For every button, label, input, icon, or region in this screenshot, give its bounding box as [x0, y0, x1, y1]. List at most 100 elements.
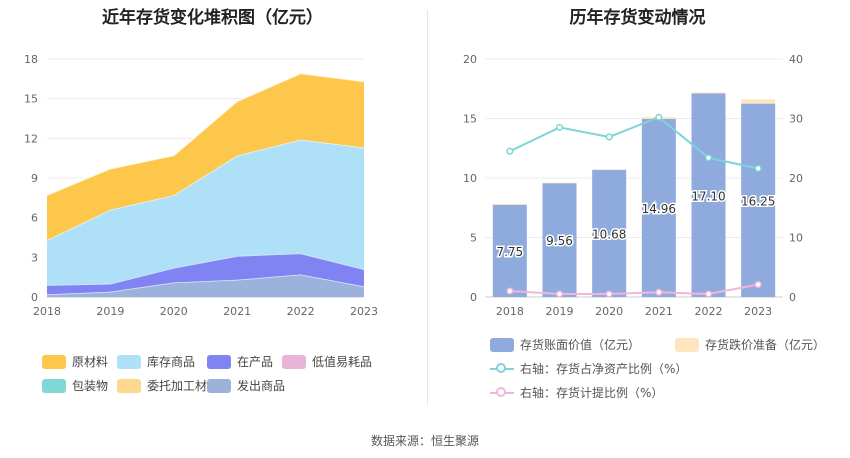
left-chart-panel: 近年存货变化堆积图（亿元） 0 3 6 9 12 15 18 2018 2019 2020 2021…	[0, 0, 425, 410]
area-1	[47, 139, 364, 286]
line-point	[506, 147, 514, 155]
right-chart-panel: 历年存货变动情况 0 5 10 15 20 0 10 20 30 40 2018 2019 2020 20…	[425, 0, 850, 410]
bar-book-value	[542, 183, 577, 297]
line-point	[555, 290, 564, 298]
legend-item[interactable]: 包装物	[42, 377, 108, 394]
y-tick-label: 12	[24, 132, 38, 145]
x-tick-label: 2021	[645, 305, 673, 318]
legend-item[interactable]: 库存商品	[117, 353, 195, 370]
legend-item[interactable]: 右轴：存货占净资产比例（%）	[490, 360, 687, 377]
x-tick-label: 2021	[223, 305, 251, 318]
x-tick-label: 2020	[160, 305, 188, 318]
y-left-tick-label: 0	[470, 291, 477, 304]
line-point	[704, 154, 713, 162]
line-point	[506, 287, 514, 295]
legend-label: 存货账面价值（亿元）	[520, 338, 641, 352]
legend-swatch	[282, 354, 306, 369]
bar-label-halo: 9.56	[546, 234, 573, 248]
legend-swatch	[42, 378, 66, 393]
y-right-tick-label: 0	[789, 291, 796, 304]
x-tick-label: 2023	[744, 305, 772, 318]
legend-item[interactable]: 在产品	[207, 353, 273, 370]
legend-swatch	[675, 337, 699, 352]
legend-label: 包装物	[72, 379, 109, 393]
legend-label: 发出商品	[237, 379, 286, 393]
legend-swatch	[207, 354, 231, 369]
legend-item[interactable]: 发出商品	[207, 377, 285, 394]
bar-impairment	[741, 99, 776, 104]
stacked-area-chart: 0 3 6 9 12 15 18 2018 2019 2020 2021 2022 2023	[24, 53, 378, 318]
line-point	[555, 123, 564, 131]
legend-label: 存货跌价准备（亿元）	[705, 338, 826, 352]
area-0	[47, 73, 364, 241]
bar-label-halo: 7.75	[496, 245, 523, 259]
bar-impairment	[592, 169, 627, 170]
line-point	[754, 164, 762, 173]
area-6	[47, 274, 364, 297]
bar-book-value	[741, 103, 776, 297]
x-tick-label: 2018	[496, 305, 524, 318]
y-left-tick-label: 15	[463, 113, 477, 126]
legend-label: 右轴：存货占净资产比例（%）	[520, 362, 688, 376]
legend-label: 原材料	[72, 355, 109, 369]
legend-item[interactable]: 存货账面价值（亿元）	[490, 336, 640, 353]
legend-item[interactable]: 存货跌价准备（亿元）	[675, 336, 825, 353]
bar-data-label: 14.96	[642, 202, 676, 216]
left-chart-title: 近年存货变化堆积图（亿元）	[102, 8, 323, 28]
inventory-bar-line-chart: 0 5 10 15 20 0 10 20 30 40 2018 2019 2020 2021 2022 202…	[463, 53, 803, 318]
legend-item[interactable]: 委托加工材料	[117, 377, 219, 394]
legend-item[interactable]: 右轴：存货计提比例（%）	[490, 384, 663, 401]
y-left-tick-label: 20	[463, 53, 477, 66]
y-tick-label: 3	[31, 251, 38, 264]
x-tick-label: 2020	[595, 305, 623, 318]
y-right-tick-label: 30	[789, 113, 803, 126]
x-tick-label: 2022	[695, 305, 723, 318]
bar-book-value	[691, 93, 726, 297]
line-point	[605, 290, 613, 298]
legend-swatch	[490, 362, 514, 376]
data-source-note: 数据来源：恒生聚源	[370, 434, 479, 448]
legend-label: 在产品	[237, 355, 274, 369]
line-point	[754, 280, 762, 289]
bar-data-label: 7.75	[496, 245, 523, 259]
y-tick-label: 6	[31, 212, 38, 225]
legend-swatch	[490, 386, 514, 400]
legend-label: 库存商品	[147, 355, 196, 369]
legend-label: 低值易耗品	[312, 355, 373, 369]
legend-label: 委托加工材料	[147, 379, 220, 393]
y-right-tick-label: 20	[789, 172, 803, 185]
y-left-tick-label: 10	[463, 172, 477, 185]
y-tick-label: 0	[31, 291, 38, 304]
legend-swatch	[117, 378, 141, 393]
line-inventory-to-net-assets	[509, 116, 759, 170]
bar-label-halo: 16.25	[741, 194, 775, 208]
legend-label: 右轴：存货计提比例（%）	[520, 386, 664, 400]
bar-label-halo: 17.10	[691, 189, 725, 203]
area-2	[47, 253, 364, 295]
x-tick-label: 2019	[546, 305, 574, 318]
bar-book-value	[492, 204, 527, 297]
right-chart-title: 历年存货变动情况	[569, 8, 706, 28]
y-tick-label: 18	[24, 53, 38, 66]
y-right-tick-label: 10	[789, 232, 803, 245]
bar-book-value	[641, 118, 676, 297]
legend-item[interactable]: 低值易耗品	[282, 353, 372, 370]
legend-swatch	[42, 354, 66, 369]
line-impairment-ratio	[509, 283, 759, 296]
y-tick-label: 9	[31, 172, 38, 185]
bar-book-value	[592, 169, 627, 297]
bar-impairment	[542, 182, 577, 184]
legend-swatch	[117, 354, 141, 369]
y-tick-label: 15	[24, 93, 38, 106]
x-tick-label: 2018	[33, 305, 61, 318]
panel-divider	[427, 10, 428, 405]
bar-data-label: 17.10	[691, 189, 725, 203]
legend-swatch	[490, 337, 514, 352]
bar-data-label: 10.68	[592, 227, 626, 241]
line-point	[704, 290, 713, 298]
legend-swatch	[207, 378, 231, 393]
bar-label-halo: 10.68	[592, 227, 626, 241]
area-edge	[46, 72, 365, 196]
legend-item[interactable]: 原材料	[42, 353, 108, 370]
bar-label-halo: 14.96	[642, 202, 676, 216]
